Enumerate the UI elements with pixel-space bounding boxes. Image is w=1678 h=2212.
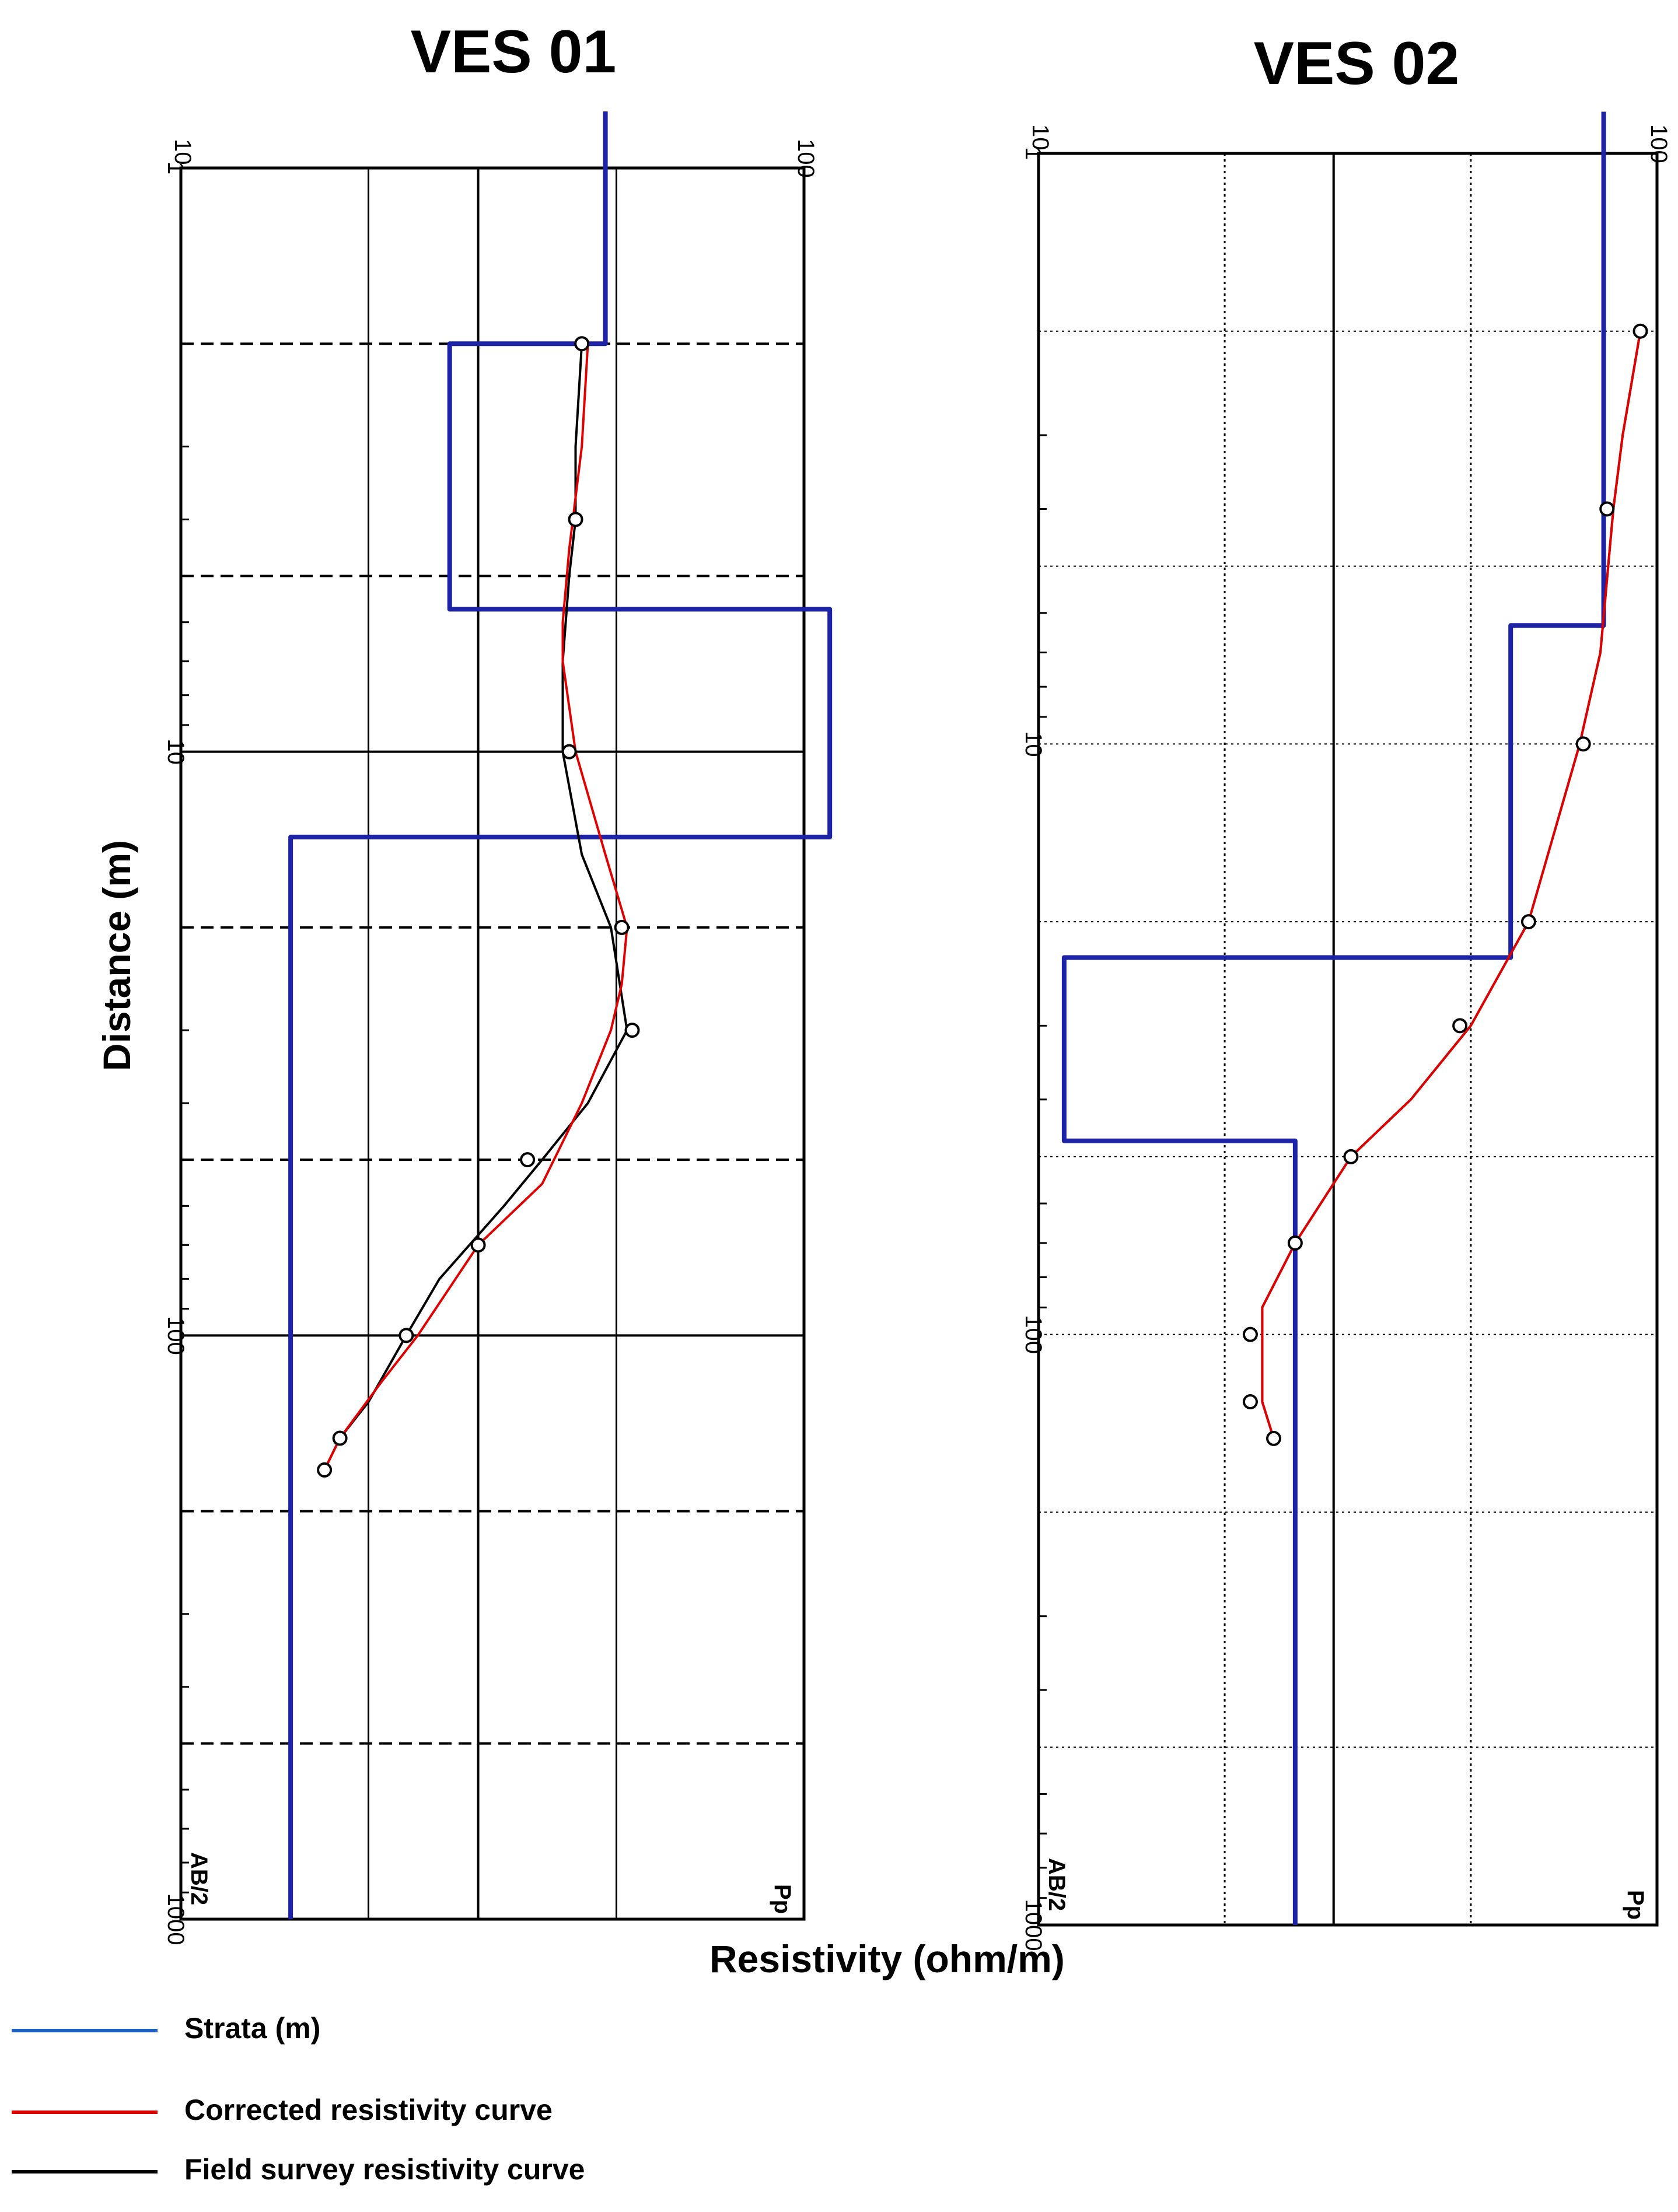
chart-title-ves02: VES 02 (1253, 30, 1460, 97)
data-point-ve01-7 (398, 1328, 414, 1343)
data-point-ve01-3 (614, 919, 630, 935)
x-tick-label-ve01-1: 100 (793, 139, 819, 178)
legend-swatch-corrected (12, 2110, 158, 2114)
data-point-ve01-9 (317, 1462, 333, 1478)
x-axis-label: Resistivity (ohm/m) (709, 1937, 1065, 1980)
corner-label-pp-ve02: Pp (1623, 1890, 1648, 1920)
y-tick-label-ve02-3: 1000 (1020, 1899, 1046, 1951)
data-point-ve01-2 (561, 744, 577, 760)
data-point-ve02-8 (1242, 1394, 1258, 1410)
data-point-ve01-4 (624, 1023, 640, 1038)
data-point-ve02-2 (1575, 736, 1591, 752)
series-ve01-0 (288, 111, 833, 1919)
legend-label-strata: Strata (m) (184, 2012, 321, 2045)
data-point-ve02-5 (1343, 1149, 1359, 1164)
plot-frame-ve02 (1037, 152, 1659, 1927)
data-point-ve01-1 (568, 512, 583, 527)
y-tick-label-ve02-1: 10 (1020, 731, 1046, 757)
series-ve02-2 (1261, 331, 1642, 1439)
legend-swatch-field (12, 2170, 158, 2174)
y-tick-label-ve01-3: 1000 (163, 1894, 188, 1945)
series-ve02-0 (1061, 111, 1606, 1925)
plot-frame-ve01 (179, 166, 806, 1921)
legend-swatch-strata (12, 2029, 158, 2032)
x-tick-label-ve01-0: 10 (170, 139, 195, 165)
corner-label-ab2-ve02: AB/2 (1044, 1858, 1069, 1911)
series-ve02-1 (1261, 331, 1642, 1439)
data-point-ve02-7 (1242, 1326, 1258, 1342)
data-point-ve01-0 (574, 336, 590, 352)
data-point-ve02-6 (1287, 1235, 1303, 1251)
y-tick-label-ve01-2: 100 (163, 1316, 188, 1355)
data-point-ve02-1 (1599, 501, 1615, 517)
data-point-ve02-3 (1520, 914, 1536, 930)
data-point-ve01-6 (470, 1237, 486, 1253)
series-ve01-2 (323, 344, 628, 1471)
y-tick-label-ve01-1: 10 (163, 738, 188, 765)
data-point-ve02-0 (1632, 323, 1648, 339)
series-ve01-1 (323, 344, 628, 1471)
y-tick-label-ve01-0: 1 (163, 162, 188, 174)
data-point-ve02-9 (1266, 1430, 1282, 1446)
corner-label-pp-ve01: Pp (770, 1884, 795, 1914)
data-point-ve01-8 (332, 1430, 348, 1446)
legend-label-corrected: Corrected resistivity curve (184, 2094, 553, 2126)
y-tick-label-ve02-0: 1 (1020, 147, 1046, 160)
legend-label-field: Field survey resistivity curve (184, 2153, 585, 2186)
data-point-ve01-5 (520, 1152, 536, 1168)
y-tick-label-ve02-2: 100 (1020, 1315, 1046, 1354)
corner-label-ab2-ve01: AB/2 (186, 1852, 212, 1905)
data-point-ve02-4 (1452, 1018, 1468, 1034)
x-tick-label-ve02-1: 100 (1646, 124, 1672, 163)
chart-title-ves01: VES 01 (410, 18, 617, 86)
x-tick-label-ve02-0: 10 (1027, 124, 1053, 150)
